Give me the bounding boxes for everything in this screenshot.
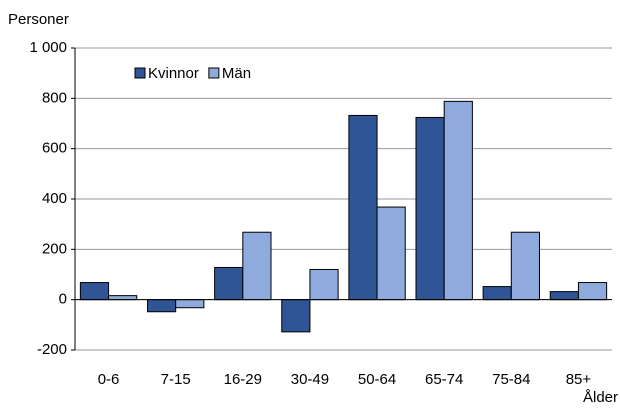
y-tick-label: -200	[37, 341, 67, 358]
x-axis-label: Ålder	[583, 389, 618, 406]
y-tick-label: 400	[42, 190, 67, 207]
bar	[146, 299, 177, 313]
bar	[376, 206, 406, 301]
y-tick-label: 600	[42, 140, 67, 157]
legend-label: Kvinnor	[148, 65, 199, 82]
bar	[242, 231, 272, 301]
bar	[443, 100, 473, 301]
y-axis-label: Personer	[8, 11, 69, 28]
bar	[79, 282, 110, 301]
bar	[309, 268, 339, 301]
bar	[510, 231, 541, 301]
y-tick-label: 800	[42, 89, 67, 106]
bar	[415, 116, 445, 301]
bar	[577, 282, 608, 301]
x-tick-label: 16-29	[224, 371, 262, 388]
bar	[214, 266, 244, 301]
legend-swatch	[134, 67, 146, 79]
bar	[549, 291, 579, 301]
x-tick-label: 7-15	[161, 371, 191, 388]
y-tick-label: 0	[59, 291, 67, 308]
y-tick-label: 200	[42, 240, 67, 257]
x-tick-label: 65-74	[425, 371, 463, 388]
x-tick-label: 75-84	[492, 371, 530, 388]
x-tick-label: 50-64	[358, 371, 396, 388]
bar	[281, 299, 311, 333]
x-tick-label: 30-49	[291, 371, 329, 388]
x-tick-label: 85+	[566, 371, 592, 388]
bar	[482, 286, 512, 301]
bar	[108, 295, 138, 301]
bar	[175, 299, 205, 309]
y-tick-label: 1 000	[29, 39, 67, 56]
bar	[348, 114, 378, 301]
x-tick-label: 0-6	[98, 371, 120, 388]
legend-label: Män	[222, 65, 251, 82]
legend-swatch	[208, 67, 220, 79]
